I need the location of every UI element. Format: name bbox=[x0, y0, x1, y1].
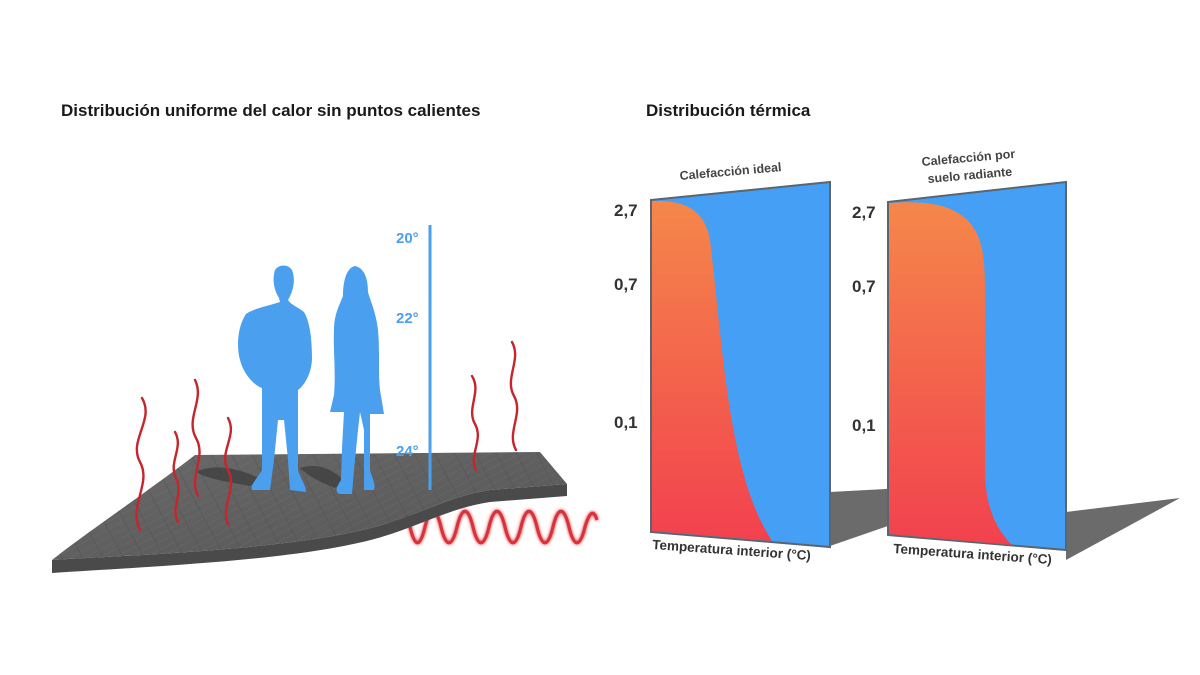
y-label-0-1: 0,1 bbox=[614, 413, 638, 432]
temp-label-22: 22° bbox=[396, 310, 419, 327]
temp-label-24: 24° bbox=[396, 443, 419, 460]
temperature-scale: 20° 22° 24° bbox=[396, 225, 432, 490]
right-panel-title: Distribución térmica bbox=[646, 101, 811, 120]
y-label-0-7: 0,7 bbox=[614, 275, 638, 294]
y-label-2-7: 2,7 bbox=[852, 203, 876, 222]
chart-ideal-title: Calefacción ideal bbox=[679, 160, 782, 183]
floor-heating-illustration: 20° 22° 24° bbox=[52, 225, 599, 573]
chart-ideal-heating: Calefacción ideal 2,7 0,7 0,1 Temperatur… bbox=[614, 160, 831, 563]
temp-label-20: 20° bbox=[396, 230, 419, 247]
y-label-2-7: 2,7 bbox=[614, 201, 638, 220]
warm-area-ideal bbox=[652, 200, 772, 541]
left-panel-title: Distribución uniforme del calor sin punt… bbox=[61, 101, 481, 120]
y-label-0-7: 0,7 bbox=[852, 277, 876, 296]
warm-area-floor bbox=[889, 202, 1012, 545]
chart-shadow bbox=[830, 488, 905, 546]
chart-floor-heating: Calefacción por suelo radiante 2,7 0,7 0… bbox=[852, 147, 1067, 567]
man-silhouette-icon bbox=[238, 265, 312, 492]
floor-slab-edge bbox=[52, 484, 567, 573]
heat-wave-icon bbox=[135, 340, 519, 532]
chart-shadow bbox=[1066, 498, 1180, 560]
y-label-0-1: 0,1 bbox=[852, 416, 876, 435]
heating-pipe-icon bbox=[390, 508, 599, 545]
woman-silhouette-icon bbox=[330, 266, 384, 494]
chart-floor-title-line2: suelo radiante bbox=[927, 165, 1013, 186]
